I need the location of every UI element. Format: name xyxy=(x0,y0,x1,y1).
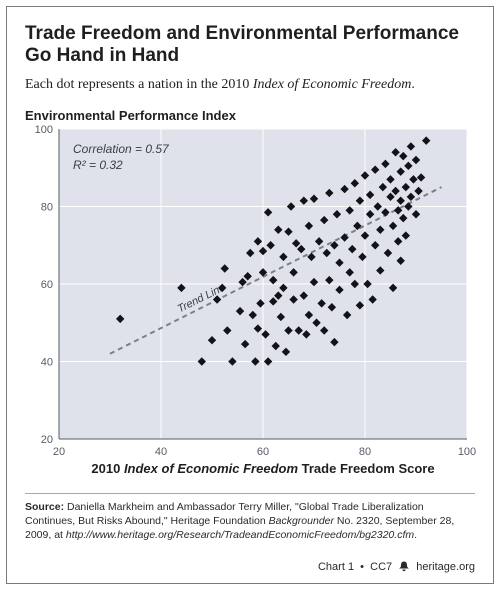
y-axis-label: Environmental Performance Index xyxy=(25,108,475,123)
svg-text:20: 20 xyxy=(53,446,65,458)
chart-title: Trade Freedom and Environmental Performa… xyxy=(25,23,475,68)
title-line-1: Trade Freedom and Environmental Performa… xyxy=(25,23,459,44)
svg-text:60: 60 xyxy=(257,446,269,458)
scatter-chart: 2040608010020406080100Trend LineCorrelat… xyxy=(25,125,477,483)
bell-icon xyxy=(398,561,410,575)
svg-text:Correlation = 0.57: Correlation = 0.57 xyxy=(73,142,170,156)
chart-subtitle: Each dot represents a nation in the 2010… xyxy=(25,76,475,94)
chart-card: Trade Freedom and Environmental Performa… xyxy=(6,6,494,584)
svg-text:80: 80 xyxy=(41,202,53,214)
svg-text:40: 40 xyxy=(41,357,53,369)
svg-text:40: 40 xyxy=(155,446,167,458)
svg-text:20: 20 xyxy=(41,434,53,446)
svg-text:R² = 0.32: R² = 0.32 xyxy=(73,158,123,172)
footer-code: CC7 xyxy=(370,561,392,573)
svg-text:80: 80 xyxy=(359,446,371,458)
svg-text:2010 Index of Economic Freedom: 2010 Index of Economic Freedom Trade Fre… xyxy=(91,461,434,476)
svg-text:100: 100 xyxy=(458,446,476,458)
chart-footer: Chart 1 • CC7 heritage.org xyxy=(318,561,475,575)
svg-text:100: 100 xyxy=(35,125,53,136)
source-citation: Source: Daniella Markheim and Ambassador… xyxy=(25,493,475,543)
footer-site: heritage.org xyxy=(416,561,475,573)
chart-svg: 2040608010020406080100Trend LineCorrelat… xyxy=(25,125,477,483)
title-line-2: Go Hand in Hand xyxy=(25,45,179,66)
svg-text:60: 60 xyxy=(41,279,53,291)
footer-chart-num: Chart 1 xyxy=(318,561,354,573)
